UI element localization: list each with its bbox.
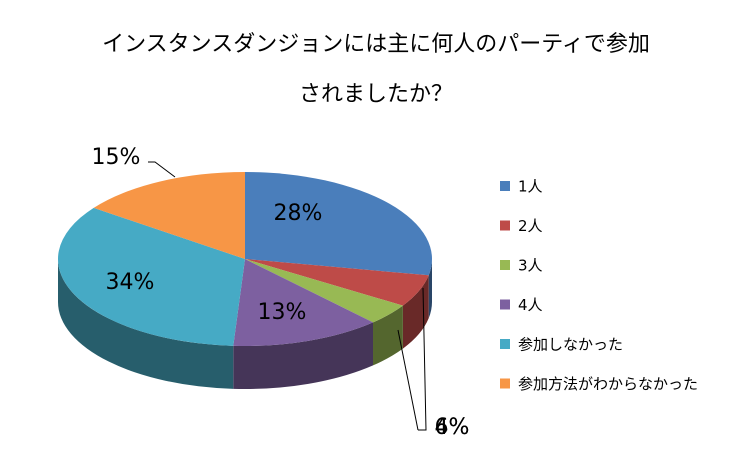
leader-line bbox=[397, 329, 419, 431]
pie-slice bbox=[245, 171, 432, 276]
data-label: 6% bbox=[435, 415, 470, 440]
pie-slice bbox=[233, 259, 374, 346]
legend-label: 4人 bbox=[518, 296, 543, 314]
chart-title: インスタンスダンジョンには主に何人のパーティで参加 bbox=[102, 32, 650, 57]
legend-swatch bbox=[500, 181, 510, 191]
leader-line bbox=[148, 161, 176, 178]
legend-label: 2人 bbox=[518, 217, 543, 235]
pie-slice bbox=[245, 259, 403, 323]
pie-side bbox=[233, 322, 374, 389]
data-label: 28% bbox=[274, 201, 323, 226]
pie-slice bbox=[57, 207, 245, 346]
pie-slice bbox=[93, 172, 245, 259]
legend-swatch bbox=[500, 220, 510, 231]
data-label: 13% bbox=[258, 300, 307, 325]
leader-line bbox=[418, 287, 427, 431]
legend-swatch bbox=[500, 339, 510, 349]
legend-swatch bbox=[500, 299, 510, 310]
legend-label: 参加方法がわからなかった bbox=[518, 375, 698, 393]
legend-label: 1人 bbox=[518, 178, 543, 196]
data-label: 15% bbox=[92, 145, 141, 170]
legend-label: 参加しなかった bbox=[518, 336, 623, 354]
legend-swatch bbox=[500, 378, 510, 389]
pie-side bbox=[58, 259, 234, 389]
data-label: 34% bbox=[106, 270, 155, 295]
legend-label: 3人 bbox=[518, 257, 543, 275]
legend-swatch bbox=[500, 260, 510, 270]
pie-slice bbox=[245, 259, 429, 306]
pie-side bbox=[373, 305, 403, 366]
pie-side bbox=[402, 275, 429, 349]
pie-side bbox=[428, 259, 432, 319]
chart-title: されましたか？ bbox=[299, 82, 453, 107]
data-label: 4% bbox=[435, 415, 470, 440]
